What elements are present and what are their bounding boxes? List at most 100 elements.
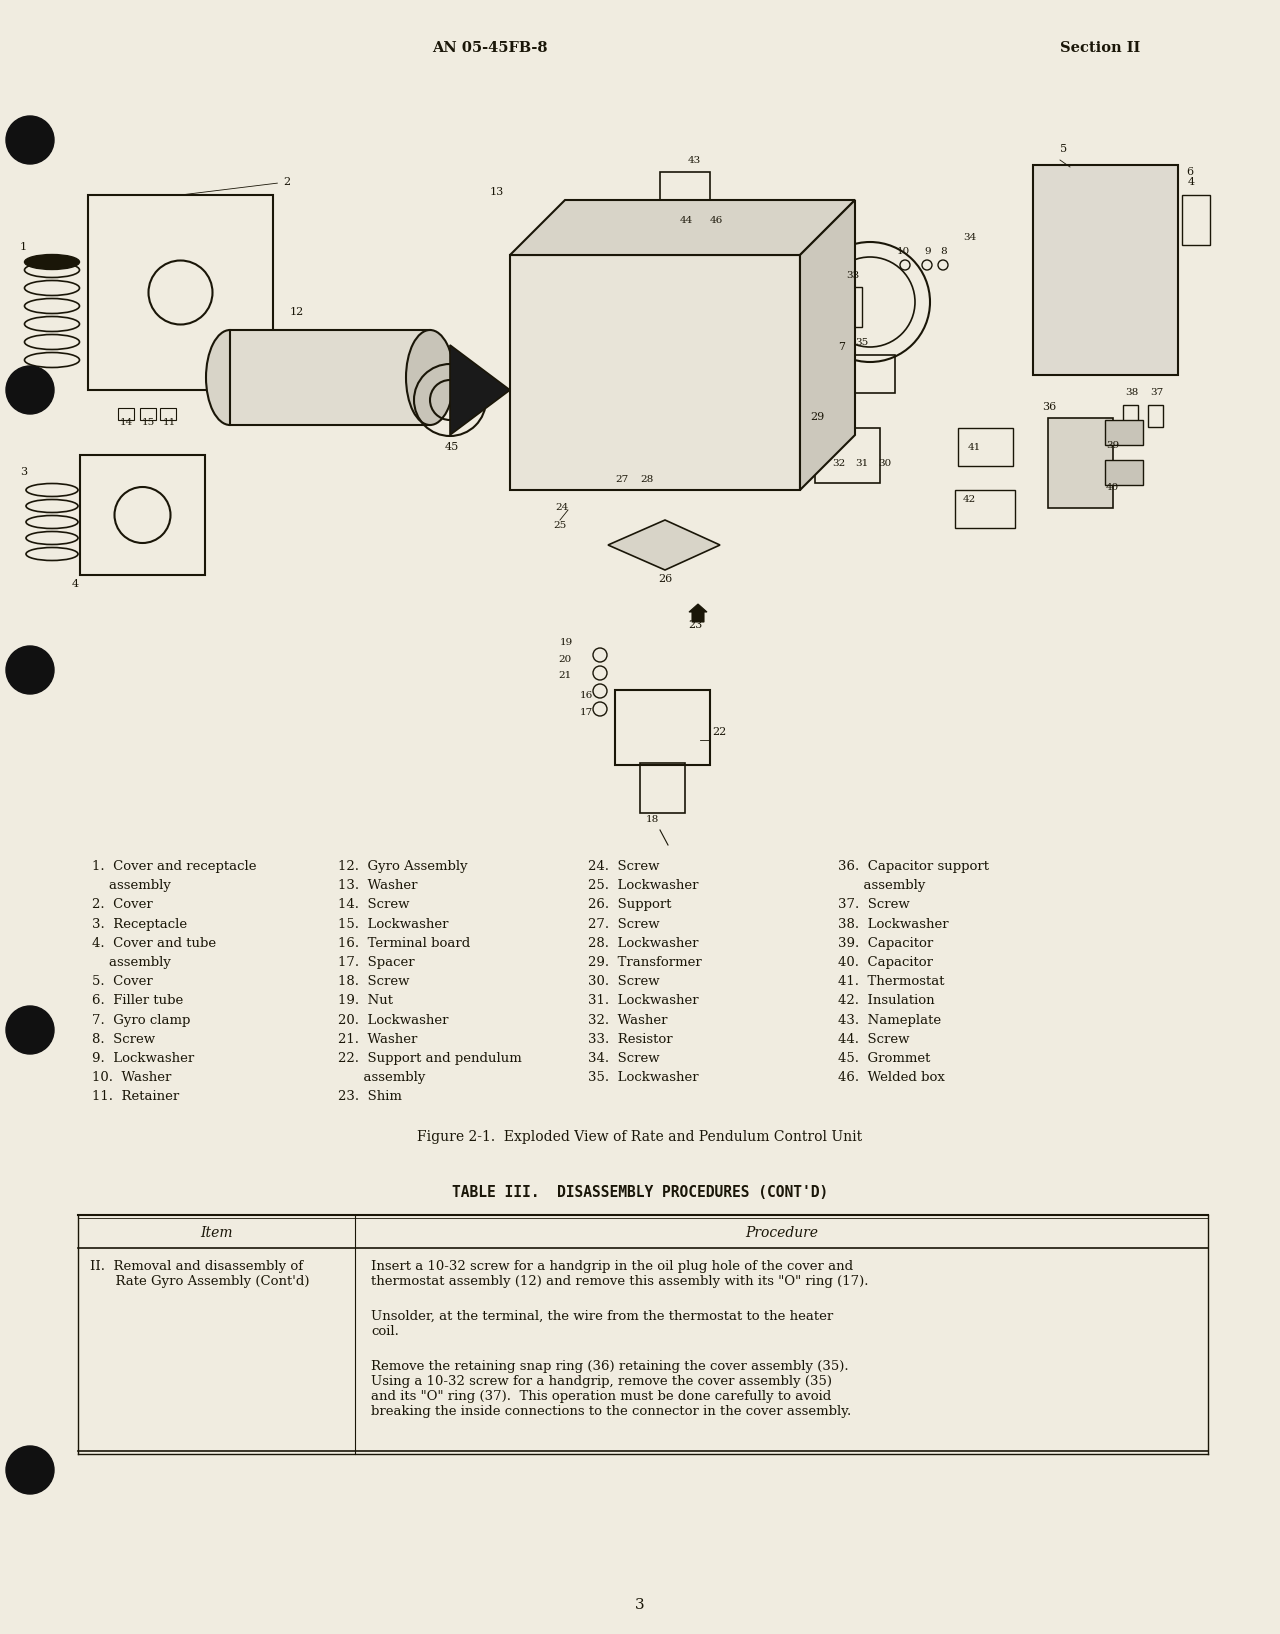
Text: 9: 9 [924, 247, 931, 257]
Text: 1: 1 [20, 242, 27, 252]
Text: TABLE III.  DISASSEMBLY PROCEDURES (CONT'D): TABLE III. DISASSEMBLY PROCEDURES (CONT'… [452, 1185, 828, 1199]
Bar [955, 490, 1015, 528]
Text: 27.  Screw: 27. Screw [588, 918, 659, 931]
Text: 29: 29 [810, 412, 824, 422]
Text: 3: 3 [635, 1598, 645, 1613]
Bar [1105, 461, 1143, 485]
Text: II.  Removal and disassembly of
      Rate Gyro Assembly (Cont'd): II. Removal and disassembly of Rate Gyro… [90, 1260, 310, 1288]
Text: 40: 40 [1106, 484, 1119, 492]
Text: 11: 11 [163, 418, 177, 426]
Text: 17.  Spacer: 17. Spacer [338, 956, 415, 969]
Text: 25: 25 [553, 521, 566, 529]
Text: 21.  Washer: 21. Washer [338, 1033, 417, 1046]
Text: 10.  Washer: 10. Washer [92, 1072, 172, 1085]
Text: 19.  Nut: 19. Nut [338, 995, 393, 1008]
Text: 27: 27 [614, 475, 628, 484]
Text: 3.  Receptacle: 3. Receptacle [92, 918, 187, 931]
FancyArrow shape [689, 605, 707, 623]
Text: 34: 34 [963, 234, 977, 242]
Text: 12.  Gyro Assembly: 12. Gyro Assembly [338, 859, 467, 873]
Text: 31.  Lockwasher: 31. Lockwasher [588, 995, 699, 1008]
Text: 24: 24 [556, 503, 568, 511]
Text: 23: 23 [689, 619, 703, 631]
Text: 40.  Capacitor: 40. Capacitor [838, 956, 933, 969]
Text: 35.  Lockwasher: 35. Lockwasher [588, 1072, 699, 1085]
Text: 2: 2 [183, 176, 291, 194]
Text: 42: 42 [963, 495, 977, 503]
Text: 24.  Screw: 24. Screw [588, 859, 659, 873]
Bar [614, 690, 710, 765]
Text: assembly: assembly [338, 1072, 425, 1085]
Ellipse shape [24, 255, 79, 270]
Text: 11.  Retainer: 11. Retainer [92, 1090, 179, 1103]
Text: 43: 43 [689, 155, 701, 165]
Polygon shape [451, 345, 509, 435]
Polygon shape [608, 520, 719, 570]
Text: 37.  Screw: 37. Screw [838, 899, 910, 912]
Text: 19: 19 [561, 637, 573, 647]
Text: 4: 4 [1188, 176, 1196, 186]
Text: 5.  Cover: 5. Cover [92, 975, 152, 989]
Text: 21: 21 [558, 672, 571, 680]
Text: 10: 10 [897, 247, 910, 257]
Bar [640, 763, 685, 814]
Bar [845, 355, 895, 394]
Text: 5: 5 [1060, 144, 1068, 154]
Bar [1048, 418, 1114, 508]
Text: 29.  Transformer: 29. Transformer [588, 956, 701, 969]
Text: 13: 13 [490, 186, 504, 198]
Text: Insert a 10-32 screw for a handgrip in the oil plug hole of the cover and
thermo: Insert a 10-32 screw for a handgrip in t… [371, 1260, 869, 1288]
Bar [1148, 405, 1164, 426]
Text: 4.  Cover and tube: 4. Cover and tube [92, 936, 216, 949]
Text: 18.  Screw: 18. Screw [338, 975, 410, 989]
Bar [1181, 194, 1210, 245]
Text: 12: 12 [291, 307, 305, 317]
Text: 33: 33 [846, 271, 859, 279]
Bar [79, 454, 205, 575]
Ellipse shape [206, 330, 253, 425]
Text: 45: 45 [445, 443, 460, 453]
Text: 36.  Capacitor support: 36. Capacitor support [838, 859, 989, 873]
Circle shape [6, 1446, 54, 1493]
Text: 28: 28 [640, 475, 653, 484]
Text: 39.  Capacitor: 39. Capacitor [838, 936, 933, 949]
Text: 1.  Cover and receptacle: 1. Cover and receptacle [92, 859, 256, 873]
Text: 42.  Insulation: 42. Insulation [838, 995, 934, 1008]
Polygon shape [509, 199, 855, 255]
Text: 14: 14 [120, 418, 133, 426]
Circle shape [6, 116, 54, 163]
Text: 38: 38 [1125, 387, 1138, 397]
Bar [815, 428, 881, 484]
Text: 35: 35 [855, 338, 868, 346]
Text: 46: 46 [710, 216, 723, 225]
Text: 15: 15 [142, 418, 155, 426]
Text: 7.  Gyro clamp: 7. Gyro clamp [92, 1013, 191, 1026]
Text: 26: 26 [658, 574, 672, 583]
Text: 4: 4 [72, 578, 79, 588]
Text: 39: 39 [1106, 441, 1119, 449]
Bar [840, 288, 861, 327]
Bar [660, 172, 710, 212]
Text: AN 05-45FB-8: AN 05-45FB-8 [433, 41, 548, 56]
Text: 6.  Filler tube: 6. Filler tube [92, 995, 183, 1008]
Bar [230, 330, 430, 425]
Text: 13.  Washer: 13. Washer [338, 879, 417, 892]
Text: 38.  Lockwasher: 38. Lockwasher [838, 918, 948, 931]
Text: Figure 2-1.  Exploded View of Rate and Pendulum Control Unit: Figure 2-1. Exploded View of Rate and Pe… [417, 1129, 863, 1144]
Text: 46.  Welded box: 46. Welded box [838, 1072, 945, 1085]
Bar [1123, 405, 1138, 426]
Text: 20.  Lockwasher: 20. Lockwasher [338, 1013, 448, 1026]
Text: Section II: Section II [1060, 41, 1140, 56]
Text: 7: 7 [838, 342, 845, 351]
Bar [160, 408, 177, 420]
Text: 25.  Lockwasher: 25. Lockwasher [588, 879, 699, 892]
Text: 41: 41 [968, 443, 982, 453]
Text: 31: 31 [855, 459, 868, 467]
Text: 16: 16 [580, 691, 593, 699]
Text: 34.  Screw: 34. Screw [588, 1052, 659, 1065]
Text: 37: 37 [1149, 387, 1164, 397]
Text: 32: 32 [832, 459, 845, 467]
Text: 2.  Cover: 2. Cover [92, 899, 152, 912]
Text: 30: 30 [878, 459, 891, 467]
Text: 17: 17 [580, 708, 593, 717]
